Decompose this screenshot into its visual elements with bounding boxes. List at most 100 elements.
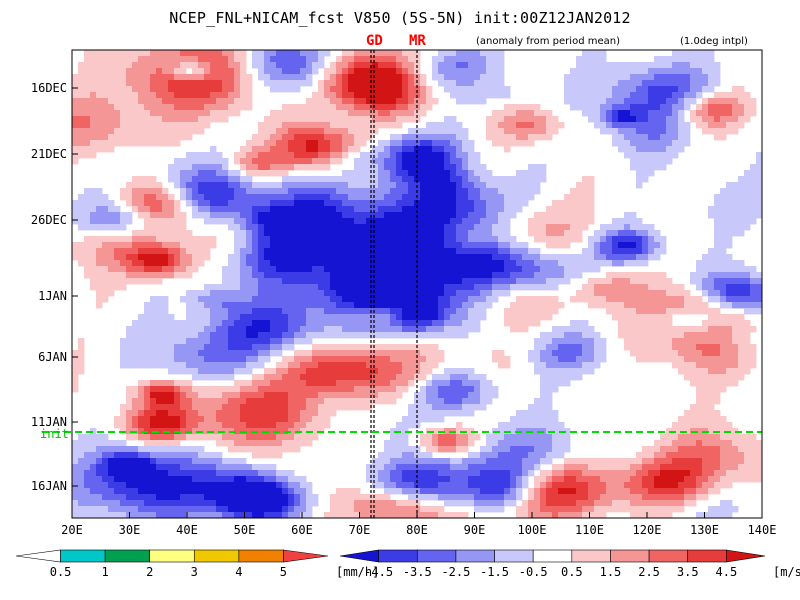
heatmap-cell	[438, 284, 445, 291]
heatmap-cell	[732, 356, 739, 363]
heatmap-cell	[642, 116, 649, 123]
heatmap-cell	[378, 368, 385, 375]
heatmap-cell	[120, 92, 127, 99]
heatmap-cell	[330, 284, 337, 291]
heatmap-cell	[312, 104, 319, 111]
heatmap-cell	[654, 338, 661, 345]
heatmap-cell	[252, 140, 259, 147]
heatmap-cell	[648, 242, 655, 249]
heatmap-cell	[366, 128, 373, 135]
heatmap-cell	[744, 176, 751, 183]
heatmap-cell	[720, 320, 727, 327]
heatmap-cell	[720, 290, 727, 297]
heatmap-cell	[210, 170, 217, 177]
heatmap-cell	[216, 56, 223, 63]
heatmap-cell	[612, 122, 619, 129]
heatmap-cell	[468, 326, 475, 333]
heatmap-cell	[420, 98, 427, 105]
heatmap-cell	[168, 200, 175, 207]
heatmap-cell	[264, 116, 271, 123]
heatmap-cell	[708, 104, 715, 111]
heatmap-cell	[432, 284, 439, 291]
heatmap-cell	[474, 74, 481, 81]
heatmap-cell	[288, 386, 295, 393]
heatmap-cell	[78, 146, 85, 153]
heatmap-cell	[288, 128, 295, 135]
heatmap-cell	[330, 68, 337, 75]
heatmap-cell	[378, 320, 385, 327]
heatmap-cell	[150, 272, 157, 279]
heatmap-cell	[432, 212, 439, 219]
heatmap-cell	[354, 272, 361, 279]
heatmap-cell	[384, 182, 391, 189]
heatmap-cell	[498, 110, 505, 117]
heatmap-cell	[324, 104, 331, 111]
heatmap-cell	[288, 254, 295, 261]
heatmap-cell	[258, 314, 265, 321]
heatmap-cell	[420, 332, 427, 339]
heatmap-cell	[444, 200, 451, 207]
heatmap-cell	[420, 278, 427, 285]
heatmap-cell	[624, 80, 631, 87]
heatmap-cell	[294, 260, 301, 267]
heatmap-cell	[486, 392, 493, 399]
heatmap-cell	[594, 92, 601, 99]
heatmap-cell	[132, 182, 139, 189]
heatmap-cell	[222, 368, 229, 375]
heatmap-cell	[420, 368, 427, 375]
heatmap-cell	[462, 380, 469, 387]
heatmap-cell	[396, 332, 403, 339]
heatmap-cell	[690, 380, 697, 387]
heatmap-cell	[168, 218, 175, 225]
heatmap-cell	[210, 194, 217, 201]
heatmap-cell	[492, 290, 499, 297]
heatmap-cell	[276, 110, 283, 117]
heatmap-cell	[732, 362, 739, 369]
heatmap-cell	[114, 62, 121, 69]
heatmap-cell	[270, 140, 277, 147]
heatmap-cell	[474, 68, 481, 75]
heatmap-cell	[474, 242, 481, 249]
heatmap-cell	[162, 56, 169, 63]
heatmap-cell	[558, 338, 565, 345]
heatmap-cell	[534, 350, 541, 357]
heatmap-cell	[756, 182, 762, 189]
heatmap-cell	[156, 308, 163, 315]
heatmap-cell	[162, 338, 169, 345]
heatmap-cell	[276, 122, 283, 129]
heatmap-cell	[120, 266, 127, 273]
heatmap-cell	[228, 410, 235, 417]
heatmap-cell	[180, 218, 187, 225]
heatmap-cell	[492, 278, 499, 285]
heatmap-cell	[468, 158, 475, 165]
heatmap-cell	[114, 224, 121, 231]
heatmap-cell	[252, 284, 259, 291]
heatmap-cell	[246, 158, 253, 165]
heatmap-cell	[420, 296, 427, 303]
heatmap-cell	[258, 350, 265, 357]
heatmap-cell	[702, 80, 709, 87]
heatmap-cell	[234, 296, 241, 303]
heatmap-cell	[204, 326, 211, 333]
heatmap-cell	[414, 86, 421, 93]
heatmap-cell	[246, 218, 253, 225]
heatmap-cell	[288, 68, 295, 75]
heatmap-cell	[210, 326, 217, 333]
heatmap-cell	[246, 92, 253, 99]
heatmap-cell	[426, 128, 433, 135]
heatmap-cell	[348, 362, 355, 369]
heatmap-cell	[204, 320, 211, 327]
heatmap-cell	[666, 56, 673, 63]
heatmap-cell	[282, 314, 289, 321]
heatmap-cell	[126, 98, 133, 105]
heatmap-cell	[324, 152, 331, 159]
heatmap-cell	[162, 50, 169, 57]
heatmap-cell	[636, 296, 643, 303]
heatmap-cell	[258, 68, 265, 75]
heatmap-cell	[336, 356, 343, 363]
heatmap-cell	[144, 74, 151, 81]
heatmap-cell	[306, 392, 313, 399]
heatmap-cell	[408, 344, 415, 351]
heatmap-cell	[456, 242, 463, 249]
heatmap-cell	[258, 302, 265, 309]
